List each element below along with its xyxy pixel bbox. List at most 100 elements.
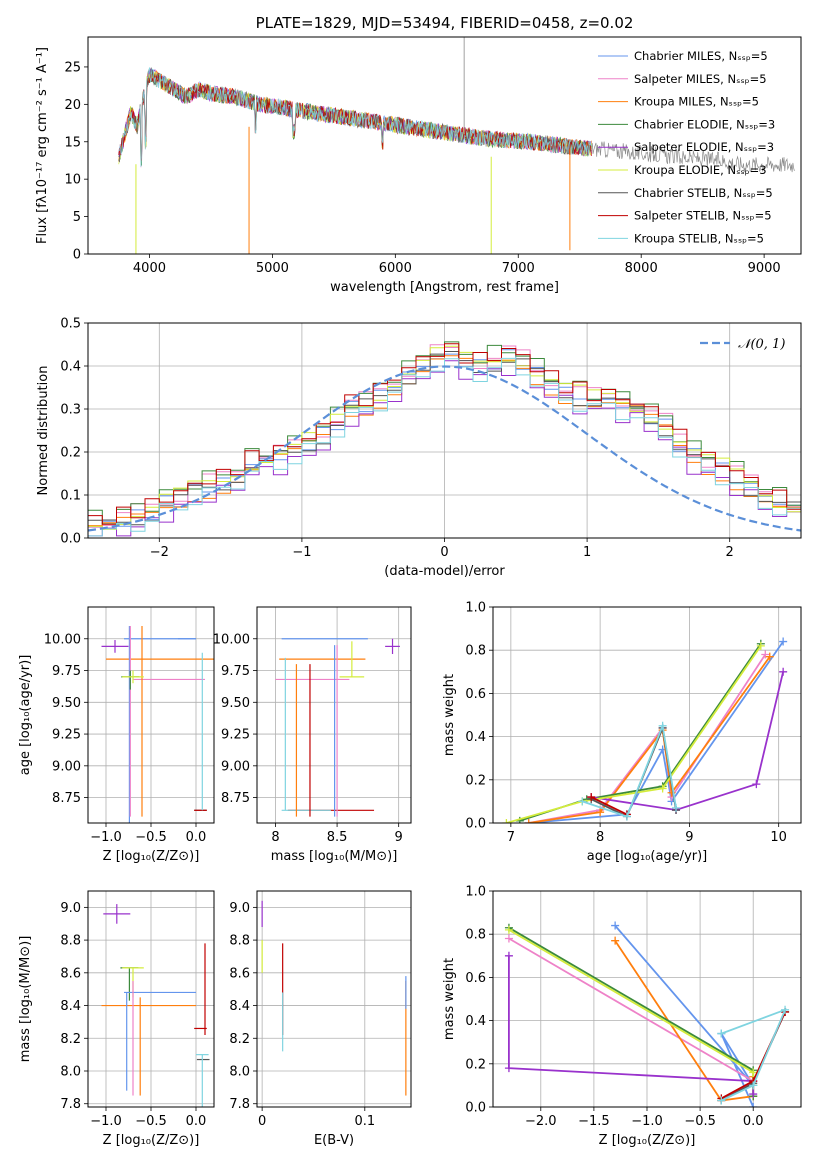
x-tick-label: 4000 <box>133 261 166 276</box>
y-tick-label: 9.0 <box>60 901 81 916</box>
spectrum-line <box>118 67 592 167</box>
weight-line <box>508 929 755 1086</box>
y-tick-label: 8.0 <box>229 1065 250 1080</box>
weight-marker <box>611 936 620 945</box>
y-tick-label: 5 <box>73 210 81 225</box>
weight-marker <box>749 1103 758 1107</box>
axes-frame <box>256 606 412 824</box>
legend-label: Kroupa MILES, Nₛₛₚ=5 <box>634 95 759 109</box>
weight-marker <box>578 797 587 806</box>
histogram-step <box>88 360 801 537</box>
weight-marker <box>502 819 511 823</box>
y-tick-label: 9.00 <box>52 759 81 774</box>
weight-marker <box>761 650 770 659</box>
axes-frame <box>492 606 802 824</box>
weight-marker <box>587 793 596 802</box>
plot-area <box>101 626 214 823</box>
y-axis-label: Normed distribution <box>36 366 51 496</box>
legend-label: Chabrier STELIB, Nₛₛₚ=5 <box>634 186 773 200</box>
x-tick-label: 8 <box>596 830 604 845</box>
x-tick-label: 1 <box>583 545 591 560</box>
plot-area <box>88 341 801 537</box>
x-tick-label: 0.0 <box>186 1114 207 1129</box>
x-tick-label: 0 <box>440 545 448 560</box>
y-tick-label: 0.8 <box>465 928 486 943</box>
x-tick-label: −0.5 <box>135 830 167 845</box>
x-axis-label: Z [log₁₀(Z/Z⊙)] <box>103 849 200 864</box>
axes-frame <box>492 890 802 1108</box>
y-tick-label: 7.8 <box>60 1097 81 1112</box>
x-tick-label: 8.5 <box>327 830 348 845</box>
axes-frame <box>87 322 802 539</box>
x-tick-label: −2.0 <box>525 1114 557 1129</box>
chart-residuals: −2 −1 0 1 2 0.0 0.1 0.2 0.3 0.4 0.5 𝒩(0, 1) (data-mo… <box>36 317 802 579</box>
axes-frame <box>87 890 215 1108</box>
y-tick-label: 7.8 <box>229 1097 250 1112</box>
weight-marker <box>752 780 761 789</box>
chart-mass-weight-vs-age: 7 8 9 10 0.0 0.2 0.4 0.6 0.8 1.0 age [log₁₀(age/yr… <box>442 601 802 864</box>
y-axis-label: age [log₁₀(age/yr)] <box>18 655 33 776</box>
plot-area <box>504 921 790 1107</box>
x-tick-label: 0.0 <box>186 830 207 845</box>
y-tick-label: 8.0 <box>60 1065 81 1080</box>
x-tick-label: −2 <box>150 545 169 560</box>
y-tick-label: 8.8 <box>229 934 250 949</box>
x-axis-label: (data-model)/error <box>384 564 505 579</box>
weight-marker <box>658 784 667 793</box>
chart-title: PLATE=1829, MJD=53494, FIBERID=0458, z=0… <box>256 14 634 32</box>
histogram-step <box>88 345 801 530</box>
weight-marker <box>749 1068 758 1077</box>
x-tick-label: 2 <box>726 545 734 560</box>
x-tick-label: −1.0 <box>90 830 122 845</box>
weight-line <box>590 796 628 816</box>
x-axis-label: E(B-V) <box>314 1133 354 1148</box>
y-tick-label: 8.75 <box>52 791 81 806</box>
chart-age-vs-mass: 8 8.5 9 8.75 9.00 9.25 9.50 9.75 10.00 mass [log₁… <box>213 606 412 864</box>
y-tick-label: 25 <box>64 60 81 75</box>
plot-area <box>261 900 407 1096</box>
x-tick-label: −1.0 <box>631 1114 663 1129</box>
y-axis-label: mass weight <box>442 674 457 756</box>
y-tick-label: 8.4 <box>60 999 81 1014</box>
axes-frame <box>87 606 215 824</box>
y-tick-label: 0.2 <box>465 1057 486 1072</box>
y-tick-label: 0.0 <box>465 817 486 832</box>
x-tick-label: 9000 <box>748 261 781 276</box>
y-tick-label: 9.25 <box>52 728 81 743</box>
spectrum-line <box>118 69 795 173</box>
y-tick-label: 8.8 <box>60 934 81 949</box>
legend-label: Salpeter STELIB, Nₛₛₚ=5 <box>634 209 772 223</box>
y-tick-label: 9.75 <box>221 664 250 679</box>
weight-marker <box>781 1005 790 1014</box>
chart-mass-vs-ebv: 0 0.1 7.8 8.0 8.2 8.4 8.6 8.8 9.0 E(B-V) <box>229 890 412 1148</box>
weight-line <box>591 671 784 811</box>
y-axis-label: mass [log₁₀(M/M⊙)] <box>18 936 33 1063</box>
y-tick-label: 8.4 <box>229 999 250 1014</box>
y-tick-label: 0.2 <box>60 446 81 461</box>
weight-marker <box>596 808 605 817</box>
histogram-step <box>88 344 801 528</box>
weight-marker <box>779 667 788 676</box>
x-tick-label: −1.0 <box>90 1114 122 1129</box>
legend-label: Kroupa STELIB, Nₛₛₚ=5 <box>634 231 764 245</box>
y-tick-label: 0.1 <box>60 489 81 504</box>
axes-frame <box>87 36 802 255</box>
chart-mass-vs-z: −1.0 −0.5 0.0 7.8 8.0 8.2 8.4 8.6 8.8 9.0 Z [log₁₀… <box>18 890 215 1148</box>
y-tick-label: 0.4 <box>465 730 486 745</box>
plot-area <box>101 904 210 1107</box>
weight-marker <box>504 1064 513 1073</box>
y-tick-label: 8.2 <box>229 1032 250 1047</box>
x-tick-label: 7000 <box>502 261 535 276</box>
y-tick-label: 0.5 <box>60 317 81 332</box>
x-axis-label: Z [log₁₀(Z/Z⊙)] <box>103 1133 200 1148</box>
y-tick-label: 1.0 <box>465 601 486 616</box>
x-tick-label: 8000 <box>625 261 658 276</box>
y-tick-label: 0.2 <box>465 773 486 788</box>
x-tick-label: 0.1 <box>354 1114 375 1129</box>
x-tick-label: −1.5 <box>578 1114 610 1129</box>
weight-marker <box>658 721 667 730</box>
legend: Chabrier MILES, Nₛₛₚ=5 Salpeter MILES, Nₛ… <box>598 49 775 245</box>
y-tick-label: 10.00 <box>213 632 250 647</box>
normal-curve <box>88 365 801 532</box>
